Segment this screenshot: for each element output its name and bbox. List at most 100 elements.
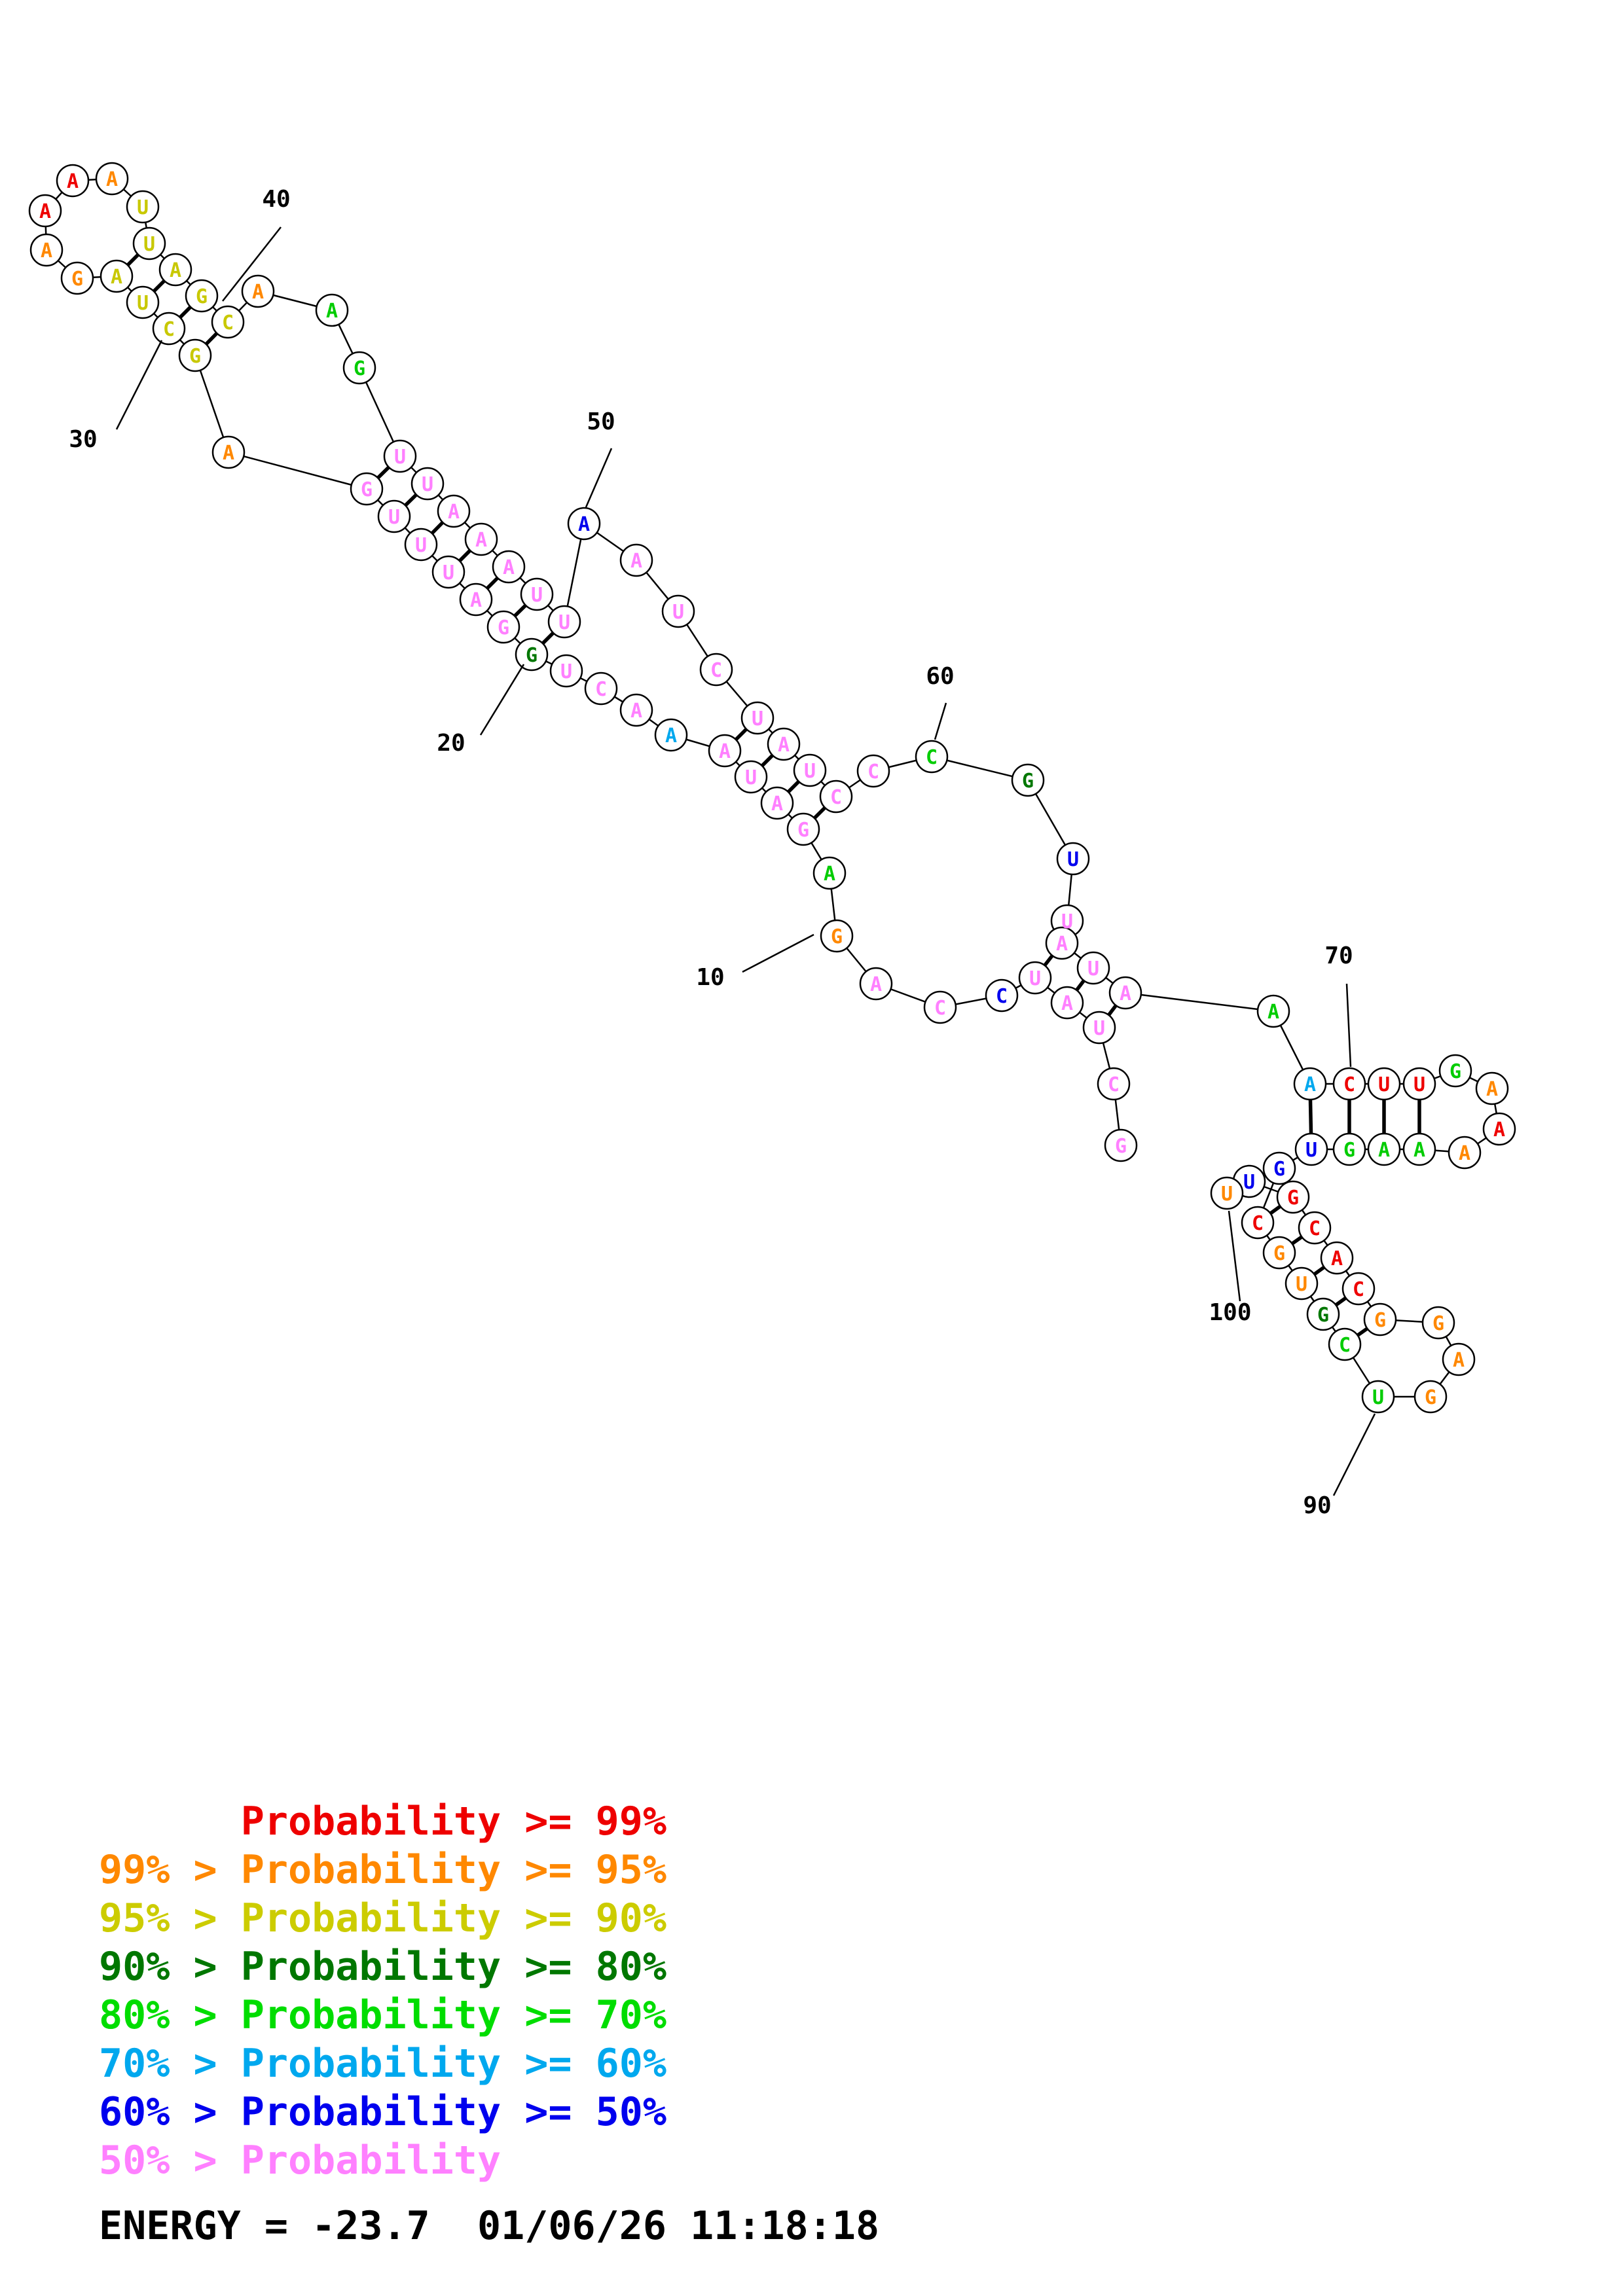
backbone-bond <box>194 355 230 453</box>
nucleotide-letter: U <box>1296 1273 1307 1296</box>
nucleotide-letter: U <box>1413 1073 1425 1096</box>
nucleotide-circle <box>1448 1136 1482 1170</box>
nucleotide-circle <box>1108 976 1142 1010</box>
nucleotide-letter: U <box>1087 958 1099 980</box>
nucleotide-letter: G <box>1287 1187 1299 1210</box>
nucleotide-circle <box>584 672 618 706</box>
nucleotide-letter: A <box>448 501 460 524</box>
label-leader-line <box>222 226 282 302</box>
nucleotide-circle <box>1341 1272 1376 1306</box>
nucleotide-circle <box>1361 1380 1395 1414</box>
label-leader-line <box>934 702 947 740</box>
nucleotide-circle <box>315 293 349 327</box>
nucleotide-letter: C <box>934 997 946 1020</box>
nucleotide-circle <box>1367 1067 1401 1101</box>
nucleotide-circle <box>734 760 768 794</box>
nucleotide-letter: G <box>354 357 365 380</box>
nucleotide-circle <box>1262 1236 1296 1270</box>
nucleotide-circle <box>1276 1180 1310 1214</box>
nucleotide-circle <box>1332 1132 1366 1166</box>
nucleotide-circle <box>1097 1067 1131 1101</box>
nucleotide-circle <box>812 856 847 890</box>
nucleotide-circle <box>342 351 376 385</box>
backbone-bond <box>563 523 585 622</box>
nucleotide-circle <box>1298 1211 1332 1245</box>
nucleotide-letter: U <box>388 506 400 529</box>
label-leader-line <box>479 664 525 736</box>
nucleotide-circle <box>459 583 493 617</box>
position-label: 10 <box>696 964 724 991</box>
backbone-bond <box>228 451 367 490</box>
legend-line-70: 80% > Probability >= 70% <box>99 1992 666 2038</box>
nucleotide-letter: C <box>1252 1212 1264 1235</box>
nucleotide-circle <box>1256 994 1290 1028</box>
nucleotide-letter: G <box>1317 1304 1329 1327</box>
nucleotide-circle <box>410 467 445 501</box>
nucleotide-circle <box>1018 961 1052 995</box>
nucleotide-circle <box>132 226 166 260</box>
position-label: 100 <box>1209 1299 1251 1326</box>
nucleotide-circle <box>486 610 520 644</box>
nucleotide-circle <box>1241 1206 1275 1240</box>
nucleotide-letter: A <box>252 281 264 304</box>
nucleotide-circle <box>100 259 134 293</box>
position-label: 90 <box>1303 1492 1331 1519</box>
nucleotide-circle <box>760 786 794 820</box>
nucleotide-circle <box>1438 1054 1472 1088</box>
nucleotide-letter: C <box>710 659 722 682</box>
nucleotide-circle <box>185 279 219 313</box>
nucleotide-letter: A <box>1120 982 1131 1005</box>
label-leader-line <box>585 448 613 508</box>
position-label: 60 <box>926 663 954 690</box>
nucleotide-letter: U <box>558 611 570 634</box>
nucleotide-circle <box>350 472 384 506</box>
nucleotide-letter: A <box>170 259 181 282</box>
nucleotide-circle <box>819 780 853 814</box>
nucleotide-circle <box>152 312 186 346</box>
position-label: 30 <box>69 426 97 453</box>
nucleotide-letter: G <box>1432 1312 1444 1335</box>
nucleotide-letter: G <box>1115 1135 1127 1158</box>
legend-line-95: 99% > Probability >= 95% <box>99 1847 666 1893</box>
nucleotide-letter: A <box>223 442 234 465</box>
nucleotide-circle <box>1413 1380 1448 1414</box>
nucleotide-letter: A <box>67 170 79 193</box>
legend-line-80: 90% > Probability >= 80% <box>99 1944 666 1990</box>
nucleotide-circle <box>126 190 160 224</box>
nucleotide-circle <box>211 305 245 339</box>
nucleotide-letter: C <box>926 746 938 769</box>
nucleotide-circle <box>1475 1071 1509 1105</box>
nucleotide-circle <box>60 261 94 295</box>
position-label: 20 <box>437 730 465 757</box>
nucleotide-circle <box>619 543 653 577</box>
nucleotide-letter: C <box>595 678 607 701</box>
nucleotide-circle <box>211 435 246 469</box>
nucleotide-letter: G <box>196 285 208 308</box>
nucleotide-circle <box>1363 1302 1397 1336</box>
legend-line-60: 70% > Probability >= 60% <box>99 2041 666 2087</box>
position-label: 50 <box>587 408 615 435</box>
nucleotide-letter: G <box>526 644 538 667</box>
nucleotide-circle <box>699 653 733 687</box>
nucleotide-letter: U <box>143 233 155 256</box>
nucleotide-letter: A <box>1453 1349 1465 1372</box>
nucleotide-circle <box>431 555 465 589</box>
nucleotide-circle <box>1056 842 1090 876</box>
nucleotide-letter: A <box>630 550 642 573</box>
nucleotide-letter: U <box>1305 1139 1317 1162</box>
nucleotide-circle <box>1045 926 1079 960</box>
nucleotide-circle <box>619 693 653 727</box>
nucleotide-circle <box>708 734 742 768</box>
nucleotide-letter: A <box>1378 1139 1390 1162</box>
nucleotide-circle <box>1402 1067 1436 1101</box>
nucleotide-letter: G <box>1343 1139 1355 1162</box>
nucleotide-circle <box>383 439 417 473</box>
nucleotide-letter: C <box>996 985 1008 1008</box>
nucleotide-letter: G <box>1273 1242 1285 1265</box>
nucleotide-letter: U <box>1093 1017 1105 1040</box>
nucleotide-circle <box>1262 1151 1296 1185</box>
nucleotide-letter: A <box>475 529 487 552</box>
nucleotide-letter: U <box>1372 1386 1384 1409</box>
nucleotide-letter: C <box>1339 1334 1351 1357</box>
